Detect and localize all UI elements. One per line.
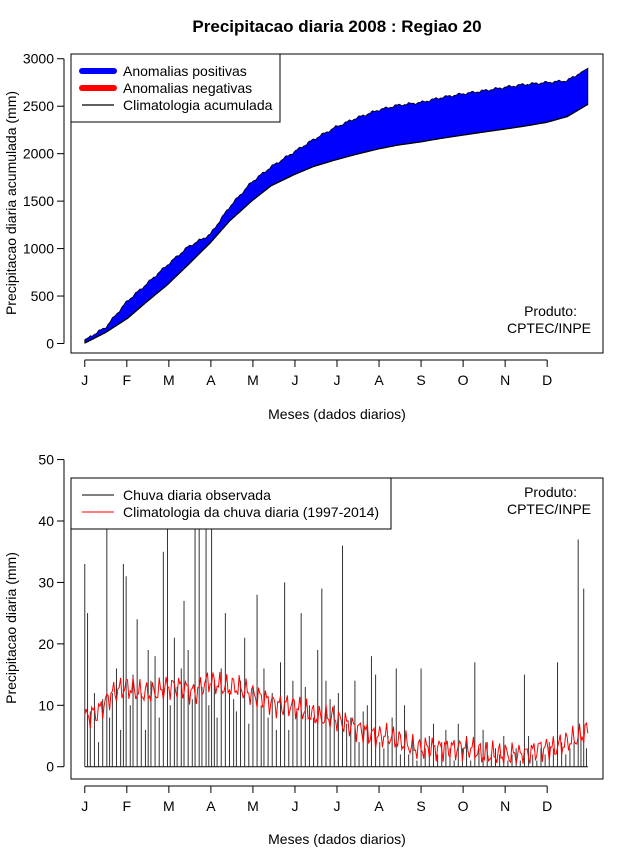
p1-legend: Anomalias positivas Anomalias negativas … — [70, 53, 281, 123]
p1-y-tick-label: 3000 — [23, 51, 54, 67]
p1-y-tick-label: 2500 — [23, 98, 54, 114]
p1-x-tick-label: F — [123, 372, 132, 388]
p2-product-label: Produto: — [524, 484, 577, 500]
p1-x-tick-label: A — [206, 372, 216, 388]
p2-y-axis: 0 10 20 30 40 50 — [38, 452, 65, 775]
p1-x-tick-label: N — [500, 372, 510, 388]
p1-x-tick-label: J — [291, 372, 298, 388]
p1-x-tick-label: J — [81, 372, 88, 388]
climatology-cumulative-line — [84, 103, 589, 344]
p2-y-tick-label: 20 — [38, 636, 54, 652]
p2-bars-layer — [84, 478, 588, 768]
p2-x-tick-label: M — [247, 798, 259, 814]
p1-product-source: CPTEC/INPE — [507, 320, 591, 336]
p1-product-label: Produto: — [524, 303, 577, 319]
p1-x-axis-label: Meses (dados diarios) — [268, 406, 406, 422]
p2-y-tick-label: 0 — [46, 759, 54, 775]
p1-x-tick-label: A — [374, 372, 384, 388]
p1-x-tick-label: D — [542, 372, 552, 388]
p2-x-tick-label: J — [334, 798, 341, 814]
p1-y-tick-label: 2000 — [23, 146, 54, 162]
legend-label-climatologia-chuva: Climatologia da chuva diaria (1997-2014) — [123, 504, 379, 520]
legend-label-chuva-observada: Chuva diaria observada — [123, 487, 271, 503]
p2-x-tick-label: J — [291, 798, 298, 814]
p2-y-axis-label: Precipitacao diaria (mm) — [3, 552, 19, 704]
p1-series-layer — [84, 67, 589, 344]
p2-y-tick-label: 40 — [38, 513, 54, 529]
p2-product-source: CPTEC/INPE — [507, 501, 591, 517]
p1-y-axis: 0 500 1000 1500 2000 2500 3000 — [23, 51, 65, 352]
p2-x-tick-label: A — [206, 798, 216, 814]
p2-climatology-layer — [84, 671, 589, 764]
chart-title: Precipitacao diaria 2008 : Regiao 20 — [192, 17, 481, 36]
p2-legend-box — [70, 477, 392, 530]
p1-x-tick-label: O — [458, 372, 469, 388]
p2-legend: Chuva diaria observada Climatologia da c… — [70, 477, 392, 530]
p1-y-tick-label: 500 — [31, 288, 55, 304]
p1-y-tick-label: 0 — [46, 336, 54, 352]
climatology-daily-line — [84, 671, 589, 764]
p1-x-tick-label: M — [163, 372, 175, 388]
p2-x-tick-label: O — [458, 798, 469, 814]
p2-x-tick-label: D — [542, 798, 552, 814]
p1-y-tick-label: 1000 — [23, 241, 54, 257]
cumulative-precip-chart: 0 500 1000 1500 2000 2500 3000 J F M A M J J A S O N D Me… — [3, 51, 604, 422]
p2-x-tick-label: F — [123, 798, 132, 814]
p1-x-tick-label: M — [247, 372, 259, 388]
p1-y-tick-label: 1500 — [23, 193, 54, 209]
p2-y-tick-label: 30 — [38, 574, 54, 590]
p2-x-tick-label: M — [163, 798, 175, 814]
legend-label-anomalias-positivas: Anomalias positivas — [123, 63, 247, 79]
p1-x-tick-label: J — [334, 372, 341, 388]
p1-plot-frame — [70, 53, 604, 354]
p2-x-tick-label: A — [374, 798, 384, 814]
daily-precip-chart: 0 10 20 30 40 50 J F M A M J J A S O N D Meses (dados di… — [3, 452, 604, 847]
p2-x-tick-label: N — [500, 798, 510, 814]
p2-x-axis-label: Meses (dados diarios) — [268, 831, 406, 847]
p1-y-axis-label: Precipitacao diaria acumulada (mm) — [3, 91, 19, 315]
p2-y-tick-label: 50 — [38, 452, 54, 468]
p2-x-tick-label: S — [416, 798, 425, 814]
legend-label-climatologia-acumulada: Climatologia acumulada — [123, 97, 273, 113]
p2-x-tick-label: J — [81, 798, 88, 814]
p1-x-tick-label: S — [416, 372, 425, 388]
legend-label-anomalias-negativas: Anomalias negativas — [123, 80, 252, 96]
p2-y-tick-label: 10 — [38, 697, 54, 713]
